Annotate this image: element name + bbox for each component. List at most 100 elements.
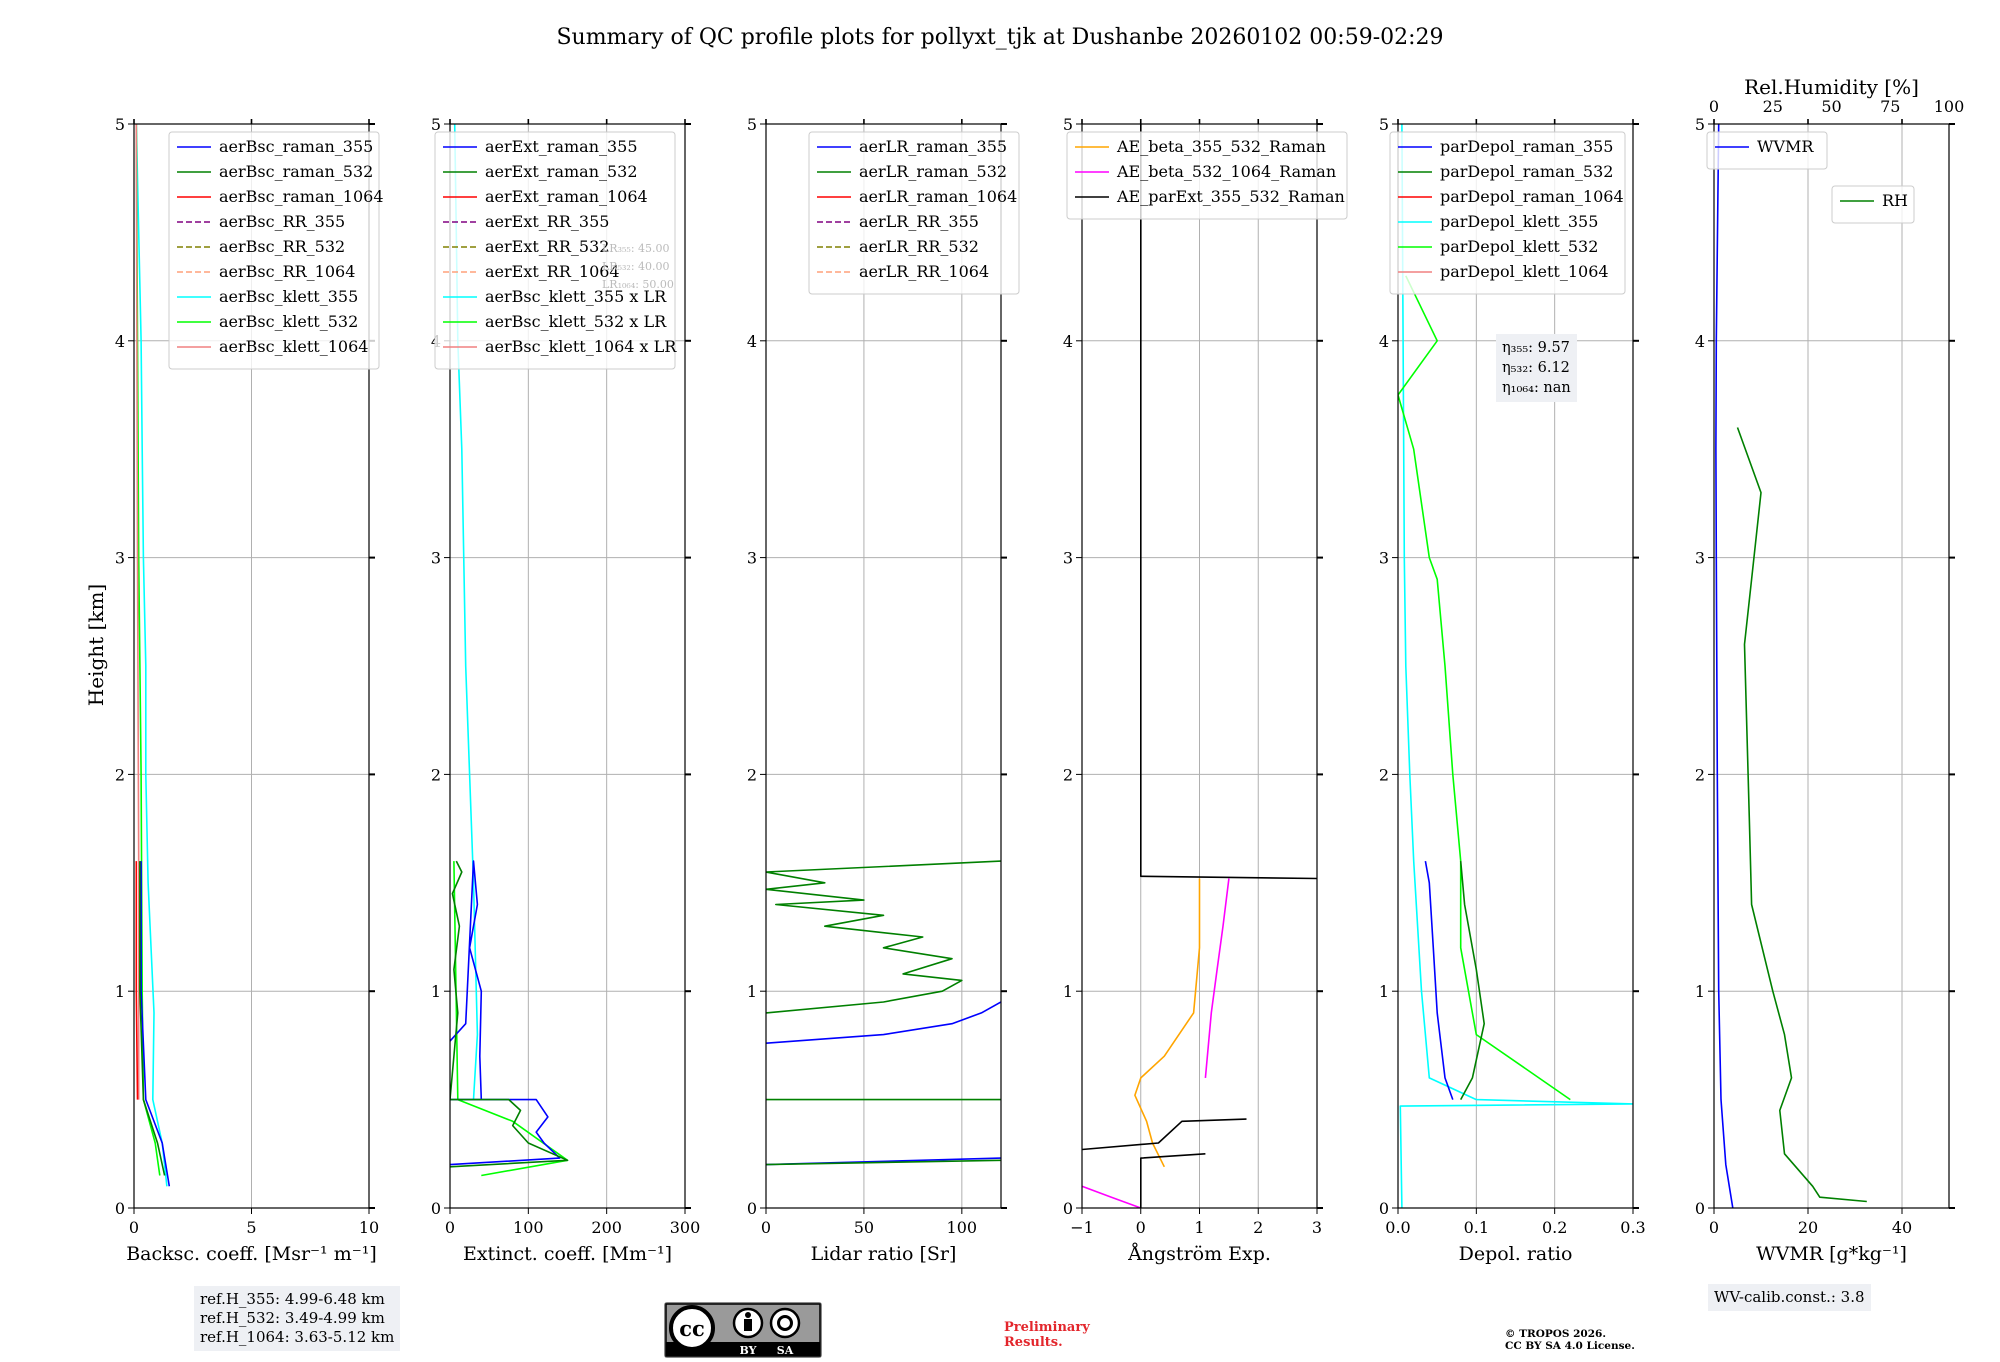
y-tick-label: 0 (1695, 1199, 1705, 1218)
y-tick-label: 1 (1063, 982, 1073, 1001)
axes-frame (765, 123, 1002, 1209)
legend-label: aerBsc_klett_1064 x LR (485, 337, 677, 356)
series-group (135, 124, 171, 1187)
y-tick-label: 2 (431, 765, 441, 784)
legend-label: aerLR_RR_532 (859, 237, 979, 256)
series-line-aerExt_raman_355 (450, 860, 561, 1166)
legend-label: aerLR_raman_355 (859, 137, 1007, 156)
legend-label: parDepol_raman_1064 (1440, 187, 1624, 206)
x2-axis-label: Rel.Humidity [%] (1744, 75, 1919, 99)
axes-frame (1713, 123, 1950, 1209)
series-line-aerBsc_raman_355 (140, 861, 171, 1187)
legend-label: aerExt_RR_355 (485, 212, 609, 231)
eta-box: η₃₅₅: 9.57 η₅₃₂: 6.12 η₁₀₆₄: nan (1496, 334, 1577, 402)
series-line-aerLR_raman_532 (766, 860, 1001, 1014)
lr-355: LR₃₅₅: 45.00 (602, 242, 670, 255)
series-line-aerLR_raman_532_low (766, 1159, 1001, 1166)
y-axis-label: Height [km] (84, 584, 108, 706)
legend: aerExt_raman_355 aerExt_raman_532 aerExt_r… (434, 131, 677, 370)
legend-label: aerBsc_klett_532 (219, 312, 358, 331)
x-tick-label: 10 (359, 1218, 379, 1237)
x-axis-label: Lidar ratio [Sr] (811, 1243, 957, 1265)
x-tick-label: 0 (445, 1218, 455, 1237)
x-axis-label: Depol. ratio (1459, 1243, 1573, 1265)
panel-bsc: 0 1 2 3 4 5 0 5 10 Backsc. coeff. [Msr⁻¹ m⁻¹] aerB… (115, 115, 384, 1265)
legend-label: AE_parExt_355_532_Raman (1116, 187, 1345, 206)
ref-height-355: ref.H_355: 4.99-6.48 km (200, 1290, 385, 1308)
sa-share-icon (769, 1307, 801, 1339)
series-line-aerBsc_raman_1064 (135, 861, 139, 1100)
legend: AE_beta_355_532_Raman AE_beta_532_1064_Ra… (1066, 131, 1348, 220)
legend-rh: RH (1831, 185, 1915, 224)
legend-label: AE_beta_532_1064_Raman (1116, 162, 1336, 181)
legend-frame (1706, 131, 1828, 170)
y-tick-label: 3 (431, 549, 441, 568)
lr-1064: LR₁₀₆₄: 50.00 (602, 278, 674, 291)
legend: parDepol_raman_355 parDepol_raman_532 parD… (1389, 131, 1626, 295)
y-tick-label: 3 (1695, 549, 1705, 568)
series-line-AE_parExt_355_532_Raman (1140, 124, 1317, 880)
axes-frame (1397, 123, 1634, 1209)
x-tick-label: 0.3 (1620, 1218, 1645, 1237)
series-line-AE_beta_532_1064_Raman (1204, 878, 1230, 1078)
series-line-aerBsc_klett_355 (135, 124, 168, 1187)
legend: aerLR_raman_355 aerLR_raman_532 aerLR_rama… (808, 131, 1020, 295)
legend-label: aerExt_raman_1064 (485, 187, 648, 206)
series-group (766, 860, 1001, 1166)
legend-label: WVMR (1757, 137, 1814, 156)
legend-label: parDepol_raman_532 (1440, 162, 1613, 181)
legend: aerBsc_raman_355 aerBsc_raman_532 aerBsc_r… (168, 131, 384, 370)
panel-depol: 0 1 2 3 4 5 0.0 0.1 0.2 0.3 Depol. ratio parDepol_r… (1379, 115, 1646, 1265)
legend-label: aerBsc_RR_355 (219, 212, 345, 231)
y-tick-label: 2 (115, 765, 125, 784)
x-tick-label: 0.2 (1542, 1218, 1567, 1237)
legend-label: aerBsc_klett_1064 (219, 337, 368, 356)
lidar-ratio-box: LR₃₅₅: 45.00 LR₅₃₂: 40.00 LR₁₀₆₄: 50.00 (596, 236, 680, 298)
series-group (1715, 124, 1867, 1208)
series-line-parDepol_raman_355 (1424, 860, 1454, 1100)
x-tick-label: 0.0 (1385, 1218, 1410, 1237)
series-line-aerBsc_klett_532 (135, 124, 161, 1176)
y-tick-label: 1 (1379, 982, 1389, 1001)
x2-tick-label: 25 (1763, 97, 1783, 116)
x2-tick-label: 100 (1934, 97, 1965, 116)
series-line-AE_parExt_355_532_Raman_low (1082, 1118, 1247, 1151)
y-tick-label: 0 (747, 1199, 757, 1218)
y-tick-label: 4 (747, 332, 757, 351)
legend-label: aerExt_raman_355 (485, 137, 638, 156)
y-tick-label: 1 (115, 982, 125, 1001)
x-tick-label: 1 (1194, 1218, 1204, 1237)
y-tick-label: 2 (747, 765, 757, 784)
reference-height-box: ref.H_355: 4.99-6.48 km ref.H_532: 3.49-… (194, 1286, 401, 1351)
y-tick-label: 2 (1695, 765, 1705, 784)
y-tick-label: 1 (747, 982, 757, 1001)
legend-label: aerLR_raman_532 (859, 162, 1007, 181)
x-axis-label: Extinct. coeff. [Mm⁻¹] (463, 1243, 672, 1265)
license-note: © TROPOS 2026. CC BY SA 4.0 License. (1505, 1328, 1635, 1352)
x-tick-label: 100 (513, 1218, 544, 1237)
panel-ext: 0123450100200300Extinct. coeff. [Mm⁻¹]ae… (431, 115, 700, 1265)
x-tick-label: 3 (1312, 1218, 1322, 1237)
x-tick-label: 100 (947, 1218, 978, 1237)
x-tick-label: 0 (129, 1218, 139, 1237)
legend-label: aerLR_raman_1064 (859, 187, 1017, 206)
legend-label: parDepol_raman_355 (1440, 137, 1613, 156)
series-group (1398, 124, 1633, 1208)
x-tick-label: 200 (591, 1218, 622, 1237)
y-tick-label: 4 (1695, 332, 1705, 351)
x-tick-label: 40 (1892, 1218, 1912, 1237)
y-tick-label: 4 (1379, 332, 1389, 351)
series-line-aerBsc_klett_1064 (135, 124, 140, 1100)
y-tick-label: 3 (115, 549, 125, 568)
x-axis-label: Backsc. coeff. [Msr⁻¹ m⁻¹] (126, 1243, 377, 1265)
y-tick-label: 3 (1379, 549, 1389, 568)
license-line-1: © TROPOS 2026. (1505, 1328, 1607, 1340)
y-tick-label: 3 (1063, 549, 1073, 568)
legend-frame (1066, 131, 1348, 220)
y-tick-label: 0 (1379, 1199, 1389, 1218)
y-tick-label: 2 (1379, 765, 1389, 784)
x-tick-label: 2 (1253, 1218, 1263, 1237)
x-tick-label: 50 (854, 1218, 874, 1237)
license-line-2: CC BY SA 4.0 License. (1505, 1340, 1635, 1352)
